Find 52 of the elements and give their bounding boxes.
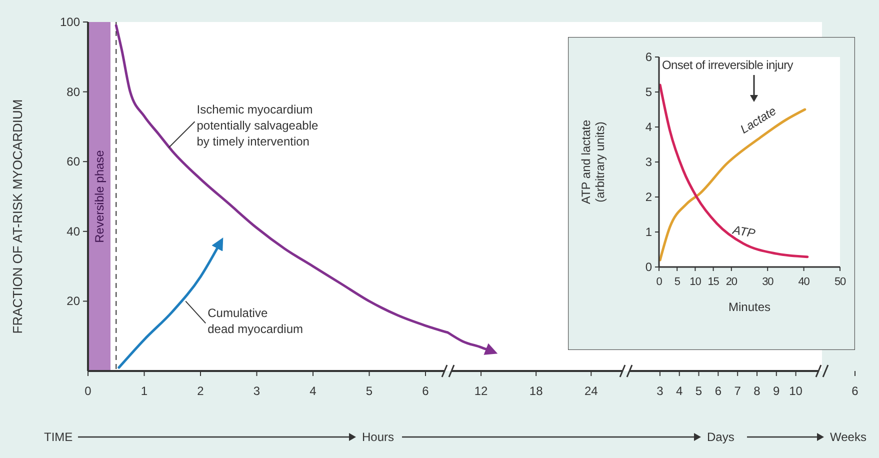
y-axis-title: ATP and lactate (arbitrary units) bbox=[579, 120, 607, 204]
y-tick-label: 2 bbox=[645, 190, 652, 204]
text: Hours bbox=[362, 430, 394, 444]
x-tick-label: 6 bbox=[714, 384, 722, 398]
x-tick-label: 50 bbox=[834, 276, 846, 288]
x-tick-label: 4 bbox=[676, 384, 684, 398]
x-axis-title: Minutes bbox=[728, 300, 771, 314]
y-tick-label: 20 bbox=[66, 294, 80, 308]
y-tick-label: 80 bbox=[66, 84, 80, 99]
y-tick-label: 4 bbox=[645, 120, 652, 134]
x-tick-label: 40 bbox=[798, 276, 810, 288]
band-label: Reversible phase bbox=[92, 150, 106, 243]
x-tick-label: 24 bbox=[584, 384, 598, 398]
x-tick-label: 15 bbox=[708, 276, 720, 288]
y-tick-label: 100 bbox=[60, 15, 80, 29]
x-tick-label: 7 bbox=[734, 384, 742, 398]
annotation: Ischemic myocardium potentially salvageable by timely intervention bbox=[196, 102, 318, 149]
x-tick-label: 18 bbox=[529, 384, 544, 398]
annotation: Onset of irreversible injury bbox=[662, 58, 794, 72]
x-tick-label: 10 bbox=[690, 276, 702, 288]
y-axis-title: FRACTION OF AT-RISK MYOCARDIUM bbox=[10, 99, 25, 334]
text: Days bbox=[707, 430, 734, 444]
x-tick-label: 3 bbox=[656, 384, 664, 398]
x-tick-label: 30 bbox=[762, 276, 774, 288]
line-series bbox=[658, 84, 809, 258]
x-tick-label: 9 bbox=[773, 384, 780, 398]
x-tick-label: 0 bbox=[656, 276, 662, 288]
y-tick-label: 40 bbox=[66, 224, 80, 238]
x-tick-label: 6 bbox=[422, 384, 430, 398]
x-tick-label: 5 bbox=[695, 384, 702, 398]
text: TIME bbox=[44, 430, 73, 444]
annotation: Cumulative dead myocardium bbox=[208, 306, 304, 336]
x-tick-label: 8 bbox=[754, 384, 761, 398]
x-tick-label: 2 bbox=[197, 384, 204, 398]
x-tick-label: 12 bbox=[474, 384, 488, 398]
text: ATP bbox=[730, 222, 756, 240]
y-tick-label: 1 bbox=[645, 225, 652, 239]
x-tick-label: 5 bbox=[674, 276, 680, 288]
text: Weeks bbox=[830, 430, 866, 444]
x-tick-label: 5 bbox=[366, 384, 373, 398]
x-tick-label: 3 bbox=[253, 384, 260, 398]
x-tick-label: 10 bbox=[789, 384, 803, 398]
y-tick-label: 0 bbox=[645, 260, 652, 274]
line-series bbox=[658, 108, 806, 262]
y-tick-label: 5 bbox=[645, 85, 652, 99]
y-tick-label: 60 bbox=[66, 154, 80, 169]
y-tick-label: 6 bbox=[645, 50, 652, 64]
x-tick-label: 0 bbox=[84, 384, 92, 398]
y-tick-label: 3 bbox=[645, 155, 652, 169]
x-tick-label: 4 bbox=[310, 384, 317, 398]
x-tick-label: 20 bbox=[726, 276, 738, 288]
x-tick-label: 1 bbox=[140, 384, 148, 398]
